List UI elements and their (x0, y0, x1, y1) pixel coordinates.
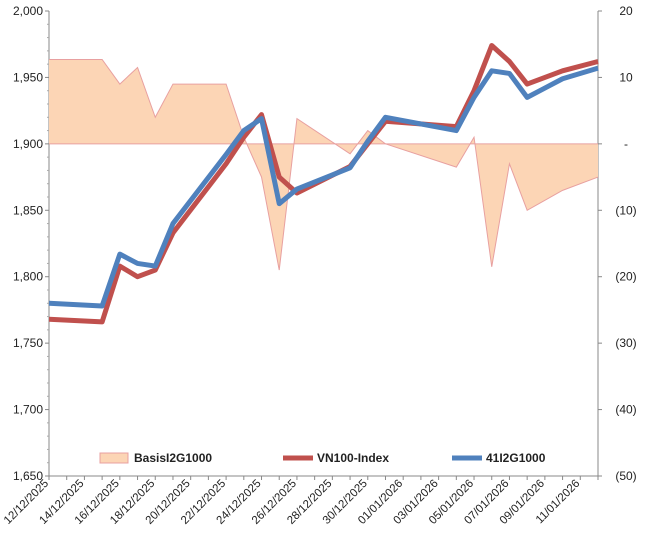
legend-label: VN100-Index (317, 451, 389, 465)
left-tick-label: 1,950 (13, 70, 43, 84)
right-tick-label: - (624, 137, 628, 151)
right-tick-label: 20 (619, 4, 633, 18)
legend-label: 41I2G1000 (486, 451, 546, 465)
right-tick-label: (10) (615, 203, 636, 217)
legend-label: BasisI2G1000 (134, 451, 212, 465)
legend: BasisI2G1000 VN100-Index 41I2G1000 (99, 451, 546, 465)
right-tick-label: 10 (619, 70, 633, 84)
left-tick-label: 1,750 (13, 336, 43, 350)
right-tick-label: (30) (615, 336, 636, 350)
area-layer (49, 58, 599, 271)
left-tick-label: 1,700 (13, 403, 43, 417)
left-tick-label: 1,850 (13, 203, 43, 217)
x-axis: 12/12/202514/12/202516/12/202518/12/2025… (2, 476, 599, 527)
left-tick-label: 1,800 (13, 270, 43, 284)
left-tick-label: 1,650 (13, 469, 43, 483)
basis-area (49, 59, 598, 271)
left-tick-label: 2,000 (13, 4, 43, 18)
right-tick-label: (50) (615, 469, 636, 483)
line-layer (48, 43, 599, 325)
left-tick-label: 1,900 (13, 137, 43, 151)
left-axis: 1,650 1,700 1,750 1,800 1,850 1,900 1,950 2,000 (13, 4, 49, 483)
right-tick-label: (40) (615, 403, 636, 417)
right-axis: 20 10 - (10) (20) (30) (40) (50) (598, 4, 637, 483)
basis-area-edge (49, 58, 599, 271)
legend-swatch-area (99, 452, 129, 464)
right-tick-label: (20) (615, 270, 636, 284)
41i2g1000-line (48, 65, 599, 309)
